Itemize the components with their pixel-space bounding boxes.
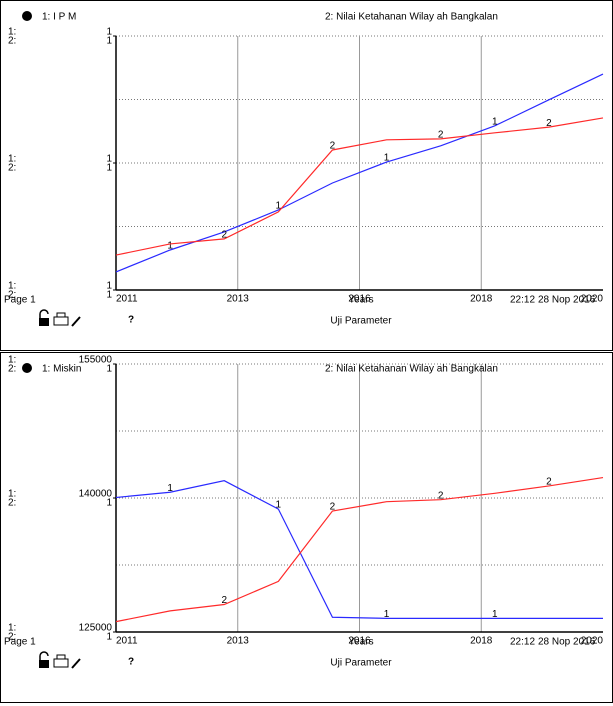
x-tick-label: 2011 <box>116 294 138 305</box>
lock-icon <box>39 660 49 668</box>
print-icon <box>56 654 66 660</box>
x-tick-label: 2016 <box>348 294 371 305</box>
key-label: 1: <box>8 154 16 165</box>
y-tick-label: 155000 <box>79 355 113 366</box>
panel: 1: 125000 1: 140000 1: 155000 2: 1 2: 1 2: 1 2011 201… <box>0 352 613 703</box>
key-label: 1: <box>8 489 16 500</box>
y-tick-label: 1 <box>106 281 112 292</box>
x-tick-label: 2013 <box>227 636 250 647</box>
series-line <box>115 117 604 256</box>
print-icon <box>56 312 66 318</box>
y2-tick-label: 1 <box>106 290 112 301</box>
line-marker: 2 <box>221 230 227 241</box>
panel-frame <box>0 352 613 703</box>
y2-tick-label: 1 <box>106 364 112 375</box>
line-marker: 2 <box>221 595 227 606</box>
line-marker: 1 <box>492 609 498 620</box>
wand-icon <box>71 658 81 669</box>
key-label: 2: <box>8 364 16 375</box>
key-label: 2: <box>8 498 16 509</box>
key-label: 2: <box>8 632 16 643</box>
subtitle: Uji Parameter <box>330 658 392 669</box>
help: ? <box>128 657 134 668</box>
time: 22:12 <box>510 295 535 306</box>
header-icon <box>22 363 32 373</box>
series-line <box>115 476 604 623</box>
line-marker: 2 <box>438 490 444 501</box>
lock-icon <box>39 318 49 326</box>
series-line <box>115 480 603 619</box>
line-marker: 1 <box>384 609 390 620</box>
x-tick-label: 2011 <box>116 636 138 647</box>
panel-frame <box>0 0 613 351</box>
panel: 1: 1 1: 1 1: 1 2: 1 2: 1 2: 1 2011 2013 2016 2018 2020 1:… <box>0 0 613 351</box>
x-tick-label: 2020 <box>581 636 604 647</box>
header-icon <box>22 11 32 21</box>
line-marker: 2 <box>546 118 552 129</box>
y2-tick-label: 1 <box>106 498 112 509</box>
x-tick-label: 2016 <box>348 636 371 647</box>
lock-icon <box>39 651 49 660</box>
x-tick-label: 2020 <box>581 294 604 305</box>
line-marker: 1 <box>167 241 173 252</box>
line-marker: 2 <box>330 502 336 513</box>
key-label: 1: <box>8 623 16 634</box>
line-marker: 1 <box>276 500 282 511</box>
key-label: 2: <box>8 290 16 301</box>
line-marker: 2 <box>546 477 552 488</box>
wand-icon <box>71 316 81 327</box>
x-axis-label: Years <box>348 295 373 306</box>
key-label: 1: <box>8 355 16 366</box>
y-tick-label: 125000 <box>79 623 113 634</box>
legend-entry: 2: Nilai Ketahanan Wilay ah Bangkalan <box>325 12 498 23</box>
time: 22:12 <box>510 637 535 648</box>
page-label: Page 1 <box>4 295 36 306</box>
line-marker: 1 <box>167 483 173 494</box>
x-tick-label: 2018 <box>470 294 493 305</box>
key-label: 2: <box>8 36 16 47</box>
key-label: 2: <box>8 163 16 174</box>
page-label: Page 1 <box>4 637 36 648</box>
key-label: 1: <box>8 27 16 38</box>
legend-entry: 1: I P M <box>42 12 76 23</box>
subtitle: Uji Parameter <box>330 316 392 327</box>
help: ? <box>128 315 134 326</box>
legend-entry: 2: Nilai Ketahanan Wilay ah Bangkalan <box>325 364 498 375</box>
key-label: 1: <box>8 281 16 292</box>
date: 28 Nop 2016 <box>538 637 596 648</box>
y2-tick-label: 1 <box>106 632 112 643</box>
legend-entry: 1: Miskin <box>42 364 81 375</box>
y2-tick-label: 1 <box>106 36 112 47</box>
y-tick-label: 1 <box>106 27 112 38</box>
line-marker: 1 <box>276 201 282 212</box>
y-tick-label: 140000 <box>79 489 113 500</box>
lock-icon <box>39 309 49 318</box>
line-marker: 1 <box>492 116 498 127</box>
line-marker: 2 <box>330 141 336 152</box>
y2-tick-label: 1 <box>106 163 112 174</box>
date: 28 Nop 2016 <box>538 295 596 306</box>
y-tick-label: 1 <box>106 154 112 165</box>
x-tick-label: 2013 <box>227 294 250 305</box>
x-axis-label: Years <box>348 637 373 648</box>
line-marker: 1 <box>384 153 390 164</box>
line-marker: 2 <box>438 130 444 141</box>
x-tick-label: 2018 <box>470 636 493 647</box>
